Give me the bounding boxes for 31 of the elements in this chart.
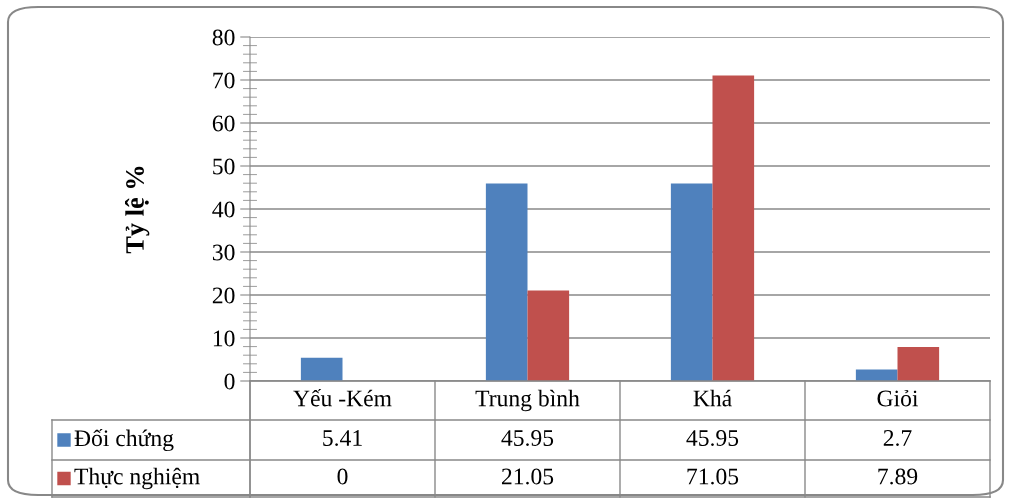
x-tick-label: Yếu -Kém bbox=[293, 389, 392, 407]
y-tick-label: 30 bbox=[212, 244, 235, 261]
y-tick-label: 60 bbox=[212, 115, 235, 132]
data-label: 45.95 bbox=[501, 430, 554, 447]
legend-label: Thực nghiệm bbox=[74, 467, 200, 490]
y-tick-label: 0 bbox=[224, 373, 235, 390]
bar bbox=[300, 357, 343, 381]
x-tick-label: Giỏi bbox=[877, 389, 919, 407]
y-tick-label: 50 bbox=[213, 158, 235, 175]
data-label: 71.05 bbox=[687, 468, 739, 485]
y-axis-title: Tỷ lệ % bbox=[125, 166, 150, 254]
bar bbox=[670, 183, 713, 381]
y-tick-label: 80 bbox=[212, 29, 235, 46]
legend-label: Đối chứng bbox=[74, 428, 174, 452]
data-label: 21.05 bbox=[501, 468, 554, 485]
y-tick-label: 40 bbox=[212, 201, 235, 218]
data-label: 2.7 bbox=[883, 430, 912, 447]
y-tick-label: 10 bbox=[213, 330, 235, 347]
y-tick-label: 70 bbox=[213, 72, 235, 89]
data-label: 0 bbox=[337, 468, 348, 485]
data-label: 5.41 bbox=[323, 430, 362, 447]
bar bbox=[855, 369, 898, 381]
bar bbox=[897, 347, 940, 381]
data-label: 7.89 bbox=[878, 468, 918, 485]
data-label: 45.95 bbox=[686, 430, 739, 447]
bar bbox=[527, 290, 570, 381]
x-tick-label: Trung bình bbox=[475, 389, 580, 412]
bar bbox=[485, 183, 528, 381]
x-tick-label: Khá bbox=[693, 389, 732, 407]
y-tick-label: 20 bbox=[212, 287, 235, 304]
bar bbox=[712, 75, 755, 381]
